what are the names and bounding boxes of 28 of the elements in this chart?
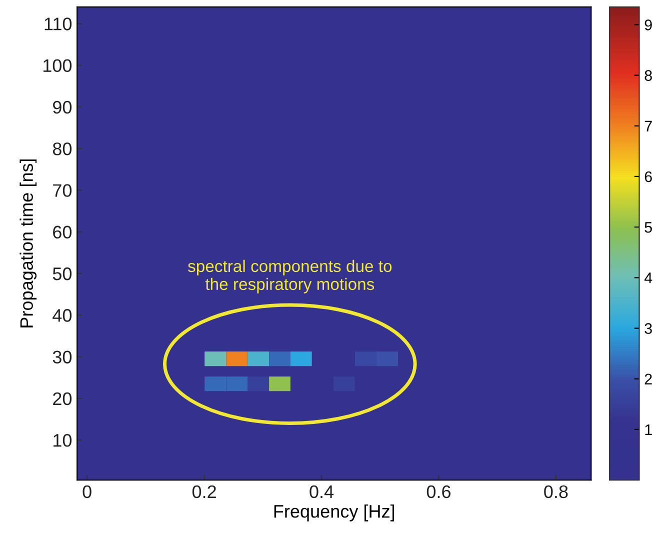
color-bar-label: 6 xyxy=(644,171,652,182)
y-tick-label: 110 xyxy=(44,18,72,30)
y-tick-label: 50 xyxy=(52,267,72,280)
y-tick-label: 10 xyxy=(54,434,72,447)
annotation: spectral components due to the respiratory motions xyxy=(188,260,392,294)
color-bar-label: 3 xyxy=(644,323,652,334)
color-bar-label: 2 xyxy=(644,374,652,384)
x-tick-label: 0.6 xyxy=(426,485,450,498)
x-tick-label: 0 xyxy=(82,485,92,498)
color-bar-label: 8 xyxy=(644,70,652,81)
color-bar-label: 1 xyxy=(645,424,652,435)
y-tick-label: 40 xyxy=(52,309,72,322)
x-tick-label: 0.4 xyxy=(310,485,334,498)
x-tick-label: 0.8 xyxy=(544,485,568,498)
y-axis-title: Propagation time [ns] xyxy=(20,159,37,328)
x-axis-title: Frequency [Hz] xyxy=(274,504,394,522)
x-tick-label: 0.2 xyxy=(192,485,216,498)
y-tick-label: 30 xyxy=(52,350,72,364)
y-tick-label: 70 xyxy=(53,184,72,197)
color-bar-label: 5 xyxy=(644,222,652,233)
y-tick-label: 80 xyxy=(52,142,72,156)
y-tick-label: 90 xyxy=(53,100,72,114)
y-tick-label: 60 xyxy=(53,226,72,239)
color-bar-label: 9 xyxy=(644,20,652,30)
color-bar-label: 7 xyxy=(644,120,652,132)
color-bar-label: 4 xyxy=(644,272,652,284)
y-tick-label: 20 xyxy=(53,392,72,406)
y-tick-label: 100 xyxy=(43,59,72,72)
